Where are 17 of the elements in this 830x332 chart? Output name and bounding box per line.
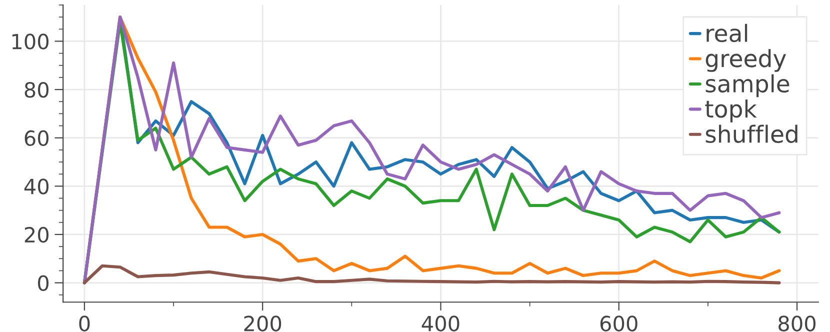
y-tick-label: 80 xyxy=(24,82,48,98)
x-tick-label: 800 xyxy=(778,316,816,332)
y-tick-label: 40 xyxy=(24,178,48,194)
legend-label: shuffled xyxy=(706,124,798,143)
line-series xyxy=(82,264,781,284)
y-tick-label: 60 xyxy=(24,130,48,146)
y-tick-label: 100 xyxy=(12,34,48,50)
legend-label: sample xyxy=(706,74,790,98)
legend-label: greedy xyxy=(706,49,786,72)
x-tick-label: 200 xyxy=(244,316,282,332)
x-tick-label: 400 xyxy=(422,316,460,332)
x-tick-label: 600 xyxy=(600,316,638,332)
legend-label: real xyxy=(706,24,748,42)
y-tick-label: 20 xyxy=(24,226,48,243)
x-tick-label: 0 xyxy=(79,316,90,332)
legend-label: topk xyxy=(705,100,757,122)
y-tick-label: 0 xyxy=(38,275,48,292)
